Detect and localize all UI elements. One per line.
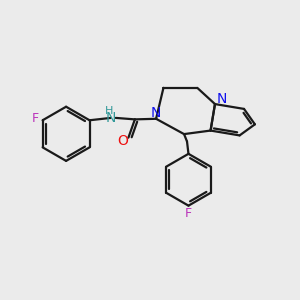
Text: H: H: [105, 106, 113, 116]
Text: N: N: [216, 92, 226, 106]
Text: N: N: [106, 111, 116, 125]
Text: N: N: [151, 106, 161, 121]
Text: O: O: [118, 134, 128, 148]
Text: F: F: [32, 112, 39, 125]
Text: F: F: [185, 206, 192, 220]
